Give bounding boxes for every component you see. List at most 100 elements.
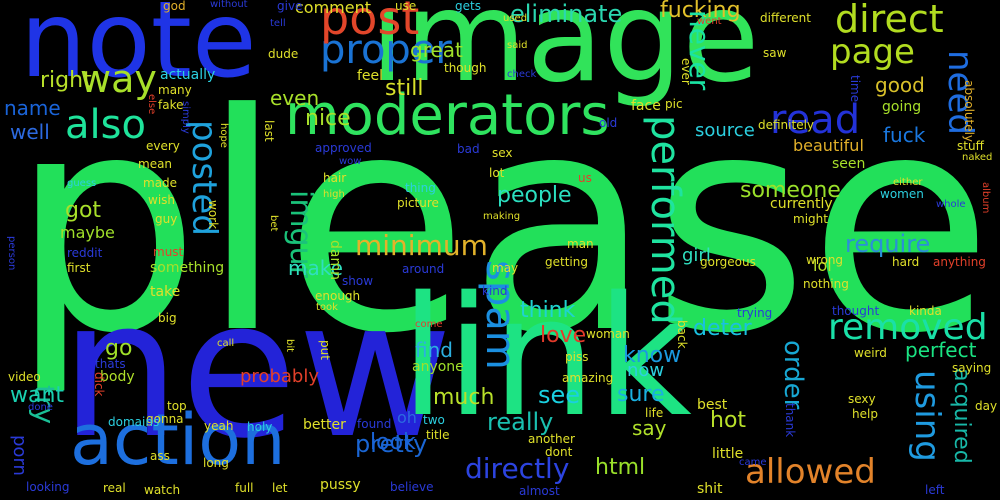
word-thought: thought [832, 304, 880, 318]
word-piss: piss [565, 350, 589, 364]
word-pussy: pussy [320, 477, 361, 493]
word-full: full [235, 481, 254, 495]
word-way: way [80, 57, 157, 101]
word-person: person [6, 236, 17, 271]
word-feel: feel [357, 68, 384, 84]
word-high: high [323, 189, 345, 200]
word-guy: guy [155, 212, 178, 226]
word-post: post [320, 0, 420, 45]
word-said: said [507, 40, 528, 51]
word-may: may [492, 261, 519, 275]
word-gets: gets [455, 0, 481, 13]
word-mean: mean [138, 157, 173, 171]
word-action: action [70, 399, 286, 481]
word-comment: comment [295, 0, 372, 17]
word-last: last [262, 120, 276, 142]
word-absolutely: absolutely [962, 80, 976, 143]
word-every: every [146, 139, 180, 153]
word-require: require [845, 230, 931, 258]
word-girl: girl [682, 245, 711, 266]
word-performed: performed [642, 115, 688, 325]
word-read: read [770, 97, 861, 143]
word-imgur: imgur [283, 190, 318, 278]
word-people: people [497, 183, 572, 208]
word-guess: guess [67, 178, 97, 189]
word-acquired: acquired [949, 368, 974, 464]
word-well: well [10, 120, 50, 144]
word-give: give [277, 0, 303, 13]
word-image: image [370, 0, 760, 110]
word-reddit: reddit [67, 246, 103, 260]
word-making: making [483, 211, 521, 222]
word-let: let [272, 481, 288, 495]
word-say: say [632, 416, 667, 440]
word-allowed: allowed [745, 452, 876, 492]
word-dick: dick [92, 372, 106, 397]
word-looking: looking [26, 480, 70, 494]
word-try: try [28, 385, 61, 425]
word-gonna: gonna [146, 412, 184, 426]
word-source: source [695, 120, 755, 141]
word-moderators: moderators [285, 83, 610, 148]
word-time: time [848, 75, 862, 103]
word-pic: pic [665, 97, 683, 111]
word-directly: directly [465, 452, 570, 485]
word-want: want [10, 383, 65, 408]
word-definitely: definitely [758, 118, 815, 132]
word-best: best [697, 397, 728, 413]
word-big: big [158, 311, 177, 325]
word-found: found [357, 417, 392, 431]
word-little: little [712, 446, 744, 462]
word-come: come [415, 319, 443, 330]
word-now: now [627, 360, 665, 381]
word-maybe: maybe [60, 223, 115, 242]
word-think: think [520, 298, 576, 323]
word-weird: weird [854, 346, 887, 360]
word-ever: ever [679, 58, 693, 85]
word-beautiful: beautiful [793, 136, 864, 155]
word-deter: deter [693, 316, 752, 341]
word-see: see [538, 381, 581, 409]
word-wow: wow [339, 156, 362, 167]
word-love: love [540, 323, 587, 348]
word-nice: nice [305, 106, 351, 131]
word-spam: spam [477, 260, 523, 370]
word-simply: simply [180, 101, 191, 134]
word-body: body [100, 369, 135, 385]
word-work: work [206, 200, 220, 230]
word-kinda: kinda [909, 304, 942, 318]
word-note: note [20, 0, 257, 101]
word-check: check [507, 69, 537, 80]
word-woman: woman [586, 327, 630, 341]
word-help: help [852, 407, 878, 421]
word-order: order [778, 340, 808, 410]
word-must: must [153, 245, 184, 259]
word-different: different [760, 11, 811, 25]
word-nothing: nothing [803, 277, 849, 291]
word-hair: hair [323, 171, 347, 185]
word-lot: lot [489, 166, 505, 180]
word-enough: enough [315, 289, 361, 303]
word-thank: thank [783, 403, 797, 438]
word-either: either [893, 177, 923, 188]
word-using: using [907, 370, 947, 462]
word-name: name [4, 96, 61, 120]
word-fucking: fucking [660, 0, 741, 23]
word-much: much [433, 385, 495, 410]
word-going: going [882, 99, 922, 115]
word-amazing: amazing [562, 371, 614, 385]
word-left: left [925, 483, 945, 497]
word-hard: hard [892, 255, 920, 269]
word-took: took [316, 302, 338, 313]
word-went: went [697, 16, 722, 27]
word-eliminate: eliminate [510, 0, 623, 28]
word-anything: anything [933, 255, 986, 269]
word-also: also [65, 102, 146, 148]
word-yeah: yeah [204, 419, 234, 433]
word-sex: sex [492, 146, 513, 160]
word-bad: bad [457, 142, 480, 156]
word-take: take [150, 284, 181, 300]
word-fuck: fuck [883, 123, 926, 147]
word-kind: kind [482, 284, 508, 298]
word-please: please [10, 50, 994, 399]
